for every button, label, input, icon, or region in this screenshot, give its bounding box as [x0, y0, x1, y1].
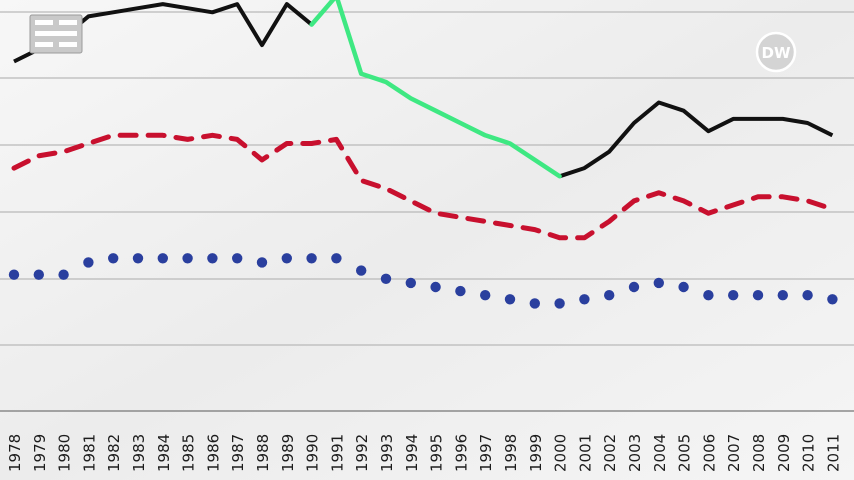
- point-dotted-2010: [802, 290, 813, 301]
- tick-label-1997: 1997: [477, 434, 495, 472]
- point-dotted-1997: [480, 290, 491, 301]
- point-dotted-1981: [83, 257, 94, 268]
- line-solid-highlight: [309, 0, 562, 179]
- tick-label-1993: 1993: [378, 434, 396, 472]
- tick-label-1992: 1992: [353, 434, 371, 472]
- line-dashed: [11, 132, 835, 241]
- tick-label-2000: 2000: [552, 434, 570, 472]
- tick-label-1983: 1983: [130, 434, 148, 472]
- tick-label-1985: 1985: [180, 434, 198, 472]
- series-dotted: [8, 253, 838, 309]
- tick-label-1998: 1998: [502, 434, 520, 472]
- tick-label-1991: 1991: [328, 434, 346, 472]
- point-dotted-1979: [33, 269, 44, 280]
- point-dotted-1996: [455, 285, 466, 297]
- point-dotted-2005: [678, 281, 689, 293]
- point-dotted-1988: [256, 257, 268, 268]
- point-dotted-1978: [8, 269, 20, 280]
- tick-label-2002: 2002: [601, 434, 619, 472]
- tick-label-1978: 1978: [6, 434, 24, 472]
- tick-label-1986: 1986: [204, 434, 222, 472]
- point-dotted-2009: [777, 290, 788, 301]
- point-dotted-1989: [281, 253, 292, 264]
- tick-label-1979: 1979: [31, 434, 49, 472]
- series-dashed: [11, 132, 835, 241]
- tick-label-1989: 1989: [279, 434, 297, 472]
- tick-label-1982: 1982: [105, 434, 123, 472]
- series-layer: [8, 0, 838, 309]
- tick-label-1999: 1999: [527, 434, 545, 472]
- tick-label-1990: 1990: [304, 434, 322, 472]
- point-dotted-1990: [306, 253, 317, 264]
- tick-label-2010: 2010: [800, 434, 818, 472]
- point-dotted-1983: [132, 253, 144, 264]
- point-dotted-2000: [554, 298, 565, 309]
- tick-label-2001: 2001: [576, 434, 594, 472]
- tick-label-2003: 2003: [626, 434, 644, 472]
- tick-label-1984: 1984: [155, 434, 173, 472]
- point-dotted-2011: [827, 294, 838, 305]
- tick-label-2006: 2006: [700, 434, 718, 472]
- tick-label-1988: 1988: [254, 434, 272, 472]
- point-dotted-2004: [653, 277, 664, 289]
- dw-logo: DW: [755, 31, 797, 73]
- tick-label-2007: 2007: [725, 434, 743, 472]
- gridlines: [0, 11, 854, 412]
- tick-label-2004: 2004: [651, 434, 669, 472]
- point-dotted-2003: [628, 281, 640, 293]
- point-dotted-2002: [604, 290, 615, 301]
- tick-label-1980: 1980: [56, 434, 74, 472]
- point-dotted-1993: [380, 273, 392, 284]
- tick-label-1995: 1995: [428, 434, 446, 472]
- dw-logo-text: DW: [762, 44, 791, 62]
- line-solid-after: [558, 100, 834, 179]
- point-dotted-1982: [108, 253, 119, 264]
- point-dotted-1998: [504, 294, 516, 305]
- tick-label-2009: 2009: [775, 434, 793, 472]
- point-dotted-1984: [157, 253, 168, 264]
- point-dotted-1980: [58, 269, 69, 280]
- point-dotted-1987: [232, 253, 243, 264]
- point-dotted-1992: [356, 265, 367, 276]
- x-axis: 1978 1979 1980 1981 1982 1983 1984 1985 1986 1987…: [6, 434, 842, 472]
- point-dotted-2006: [703, 290, 714, 301]
- tick-label-1996: 1996: [452, 434, 470, 472]
- point-dotted-2001: [579, 294, 590, 305]
- point-dotted-2007: [728, 290, 739, 301]
- point-dotted-1994: [405, 277, 416, 289]
- point-dotted-1986: [207, 253, 218, 264]
- tick-label-2008: 2008: [750, 434, 768, 472]
- corner-logo-icon: [29, 14, 83, 54]
- point-dotted-1991: [331, 253, 342, 264]
- point-dotted-2008: [752, 290, 764, 301]
- tick-label-2005: 2005: [676, 434, 694, 472]
- tick-label-1994: 1994: [403, 434, 421, 472]
- tick-label-2011: 2011: [824, 434, 842, 472]
- tick-label-1981: 1981: [80, 434, 98, 472]
- point-dotted-1985: [182, 253, 193, 264]
- point-dotted-1999: [529, 298, 540, 309]
- tick-label-1987: 1987: [229, 434, 247, 472]
- point-dotted-1995: [430, 281, 441, 293]
